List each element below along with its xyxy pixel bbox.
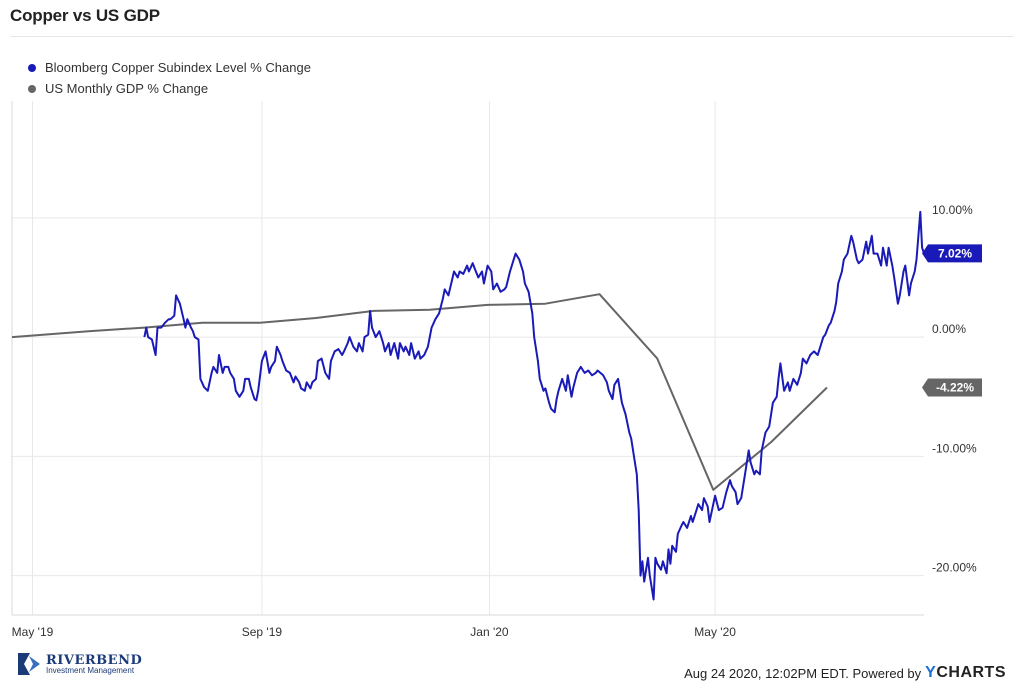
riverbend-logo: RIVERBEND Investment Management xyxy=(16,651,142,677)
riverbend-logo-icon xyxy=(18,653,40,675)
footer-credit: Aug 24 2020, 12:02PM EDT. Powered by YCH… xyxy=(684,664,1006,682)
copper-series-line xyxy=(143,210,925,601)
x-tick-label: May '19 xyxy=(12,625,54,639)
x-axis-labels: May '19 Sep '19 Jan '20 May '20 xyxy=(12,625,737,639)
gdp-series-line xyxy=(11,293,828,491)
legend-label-gdp: US Monthly GDP % Change xyxy=(45,81,209,96)
legend-item-gdp[interactable]: US Monthly GDP % Change xyxy=(28,78,311,99)
x-gridlines xyxy=(32,101,716,615)
y-tick-label: -20.00% xyxy=(932,561,977,575)
series-end-labels: 7.02% -4.22% xyxy=(922,244,982,397)
y-tick-label: 0.00% xyxy=(932,322,966,336)
chart-plot: 10.00% 0.00% -10.00% -20.00% May '19 Sep '19… xyxy=(11,101,982,639)
logo-subtitle: Investment Management xyxy=(46,665,135,675)
y-tick-label: -10.00% xyxy=(932,441,977,455)
legend-label-copper: Bloomberg Copper Subindex Level % Change xyxy=(45,60,311,75)
x-tick-label: Sep '19 xyxy=(242,625,283,639)
logo-name: RIVERBEND xyxy=(46,652,143,668)
legend-item-copper[interactable]: Bloomberg Copper Subindex Level % Change xyxy=(28,57,311,78)
series-lines xyxy=(11,210,925,601)
legend-dot-gdp xyxy=(28,84,36,93)
x-tick-label: May '20 xyxy=(694,625,736,639)
ycharts-logo-y: Y xyxy=(925,664,937,681)
legend: Bloomberg Copper Subindex Level % Change… xyxy=(28,57,311,99)
gdp-end-label: -4.22% xyxy=(936,380,974,394)
ycharts-logo-text: CHARTS xyxy=(936,664,1006,681)
y-tick-label: 10.00% xyxy=(932,203,973,217)
chart-title: Copper vs US GDP xyxy=(10,6,160,25)
gdp-end-badge xyxy=(922,378,982,397)
copper-end-badge xyxy=(922,244,982,263)
copper-end-label: 7.02% xyxy=(938,246,972,260)
y-gridlines xyxy=(12,217,924,577)
y-axis-labels: 10.00% 0.00% -10.00% -20.00% xyxy=(932,203,977,575)
ycharts-logo[interactable]: YCHARTS xyxy=(925,664,1006,682)
title-divider xyxy=(10,36,1014,37)
x-tick-label: Jan '20 xyxy=(470,625,509,639)
legend-dot-copper xyxy=(28,63,36,72)
footer-timestamp: Aug 24 2020, 12:02PM EDT. Powered by xyxy=(684,665,922,681)
